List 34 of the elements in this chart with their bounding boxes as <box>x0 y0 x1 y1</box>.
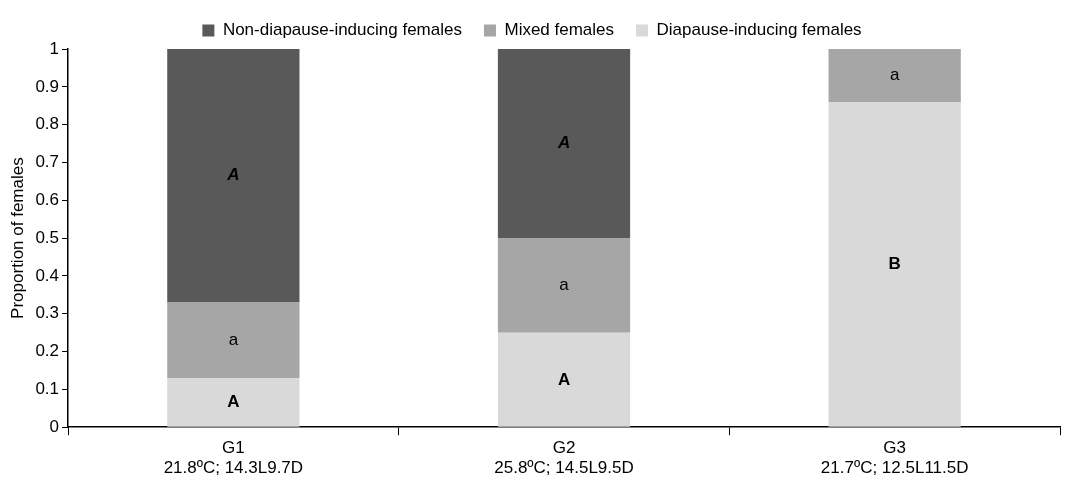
y-axis-title: Proportion of females <box>7 157 27 319</box>
legend-label: Non-diapause-inducing females <box>222 20 462 40</box>
y-tick-label: 0.1 <box>35 379 60 399</box>
legend-label: Mixed females <box>504 20 615 40</box>
bar <box>167 302 300 379</box>
x-tick-label: G2 25.8ºC; 14.5L9.5D <box>494 438 634 478</box>
bar <box>497 238 631 333</box>
y-tick-label: 0.8 <box>35 114 60 134</box>
y-tick-label: 0.5 <box>35 227 60 247</box>
y-tick-label: 0.6 <box>35 189 60 209</box>
annotation: A <box>226 165 240 185</box>
annotation: a <box>559 275 570 295</box>
annotation: a <box>228 329 239 349</box>
y-tick-label: 0.9 <box>35 76 60 96</box>
annotation: a <box>889 65 900 85</box>
y-tick-label: 0.2 <box>35 341 60 361</box>
y-tick-label: 1 <box>49 38 60 58</box>
annotation: B <box>888 254 901 274</box>
annotation: A <box>556 133 571 153</box>
bar <box>497 332 631 427</box>
y-tick-label: 0 <box>49 416 60 436</box>
annotation: A <box>557 369 571 389</box>
legend-label: Diapause-inducing females <box>656 20 862 40</box>
y-tick-label: 0.3 <box>35 303 60 323</box>
bar <box>497 49 631 239</box>
x-tick-label: G3 21.7ºC; 12.5L11.5D <box>820 438 969 478</box>
bar <box>828 49 961 102</box>
x-tick-label: G1 21.8ºC; 14.3L9.7D <box>163 438 304 478</box>
bar <box>828 101 961 427</box>
bar <box>167 49 300 303</box>
y-tick-label: 0.7 <box>35 152 60 172</box>
annotation: A <box>227 392 240 412</box>
y-tick-label: 0.4 <box>35 265 60 285</box>
bar <box>167 378 300 427</box>
